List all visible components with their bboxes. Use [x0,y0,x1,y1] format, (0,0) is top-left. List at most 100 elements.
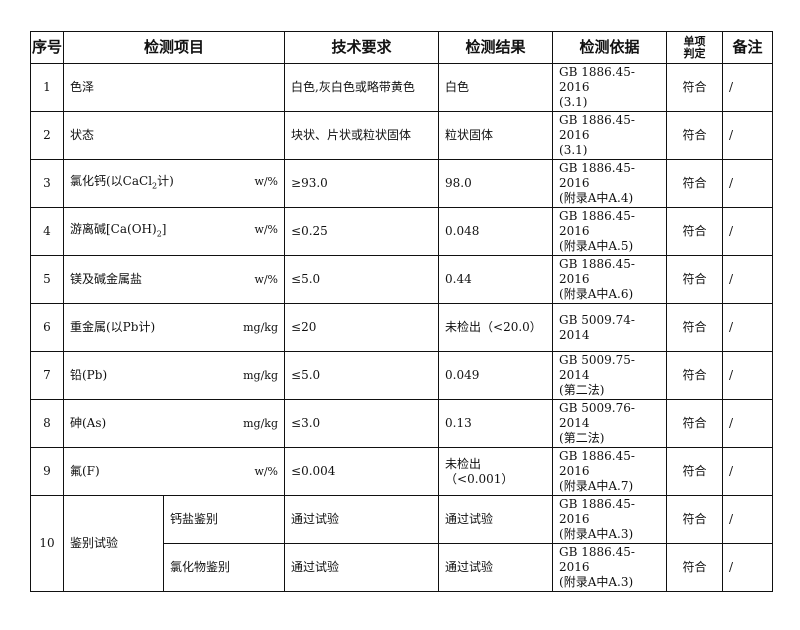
table-row: 5 镁及碱金属盐 w/% ≤5.0 0.44 GB 1886.45-2016 (附录… [30,255,774,304]
item-unit: mg/kg [243,321,279,334]
row-no: 1 [30,63,64,112]
requirement-cell: ≤3.0 [284,399,440,448]
table-row: 氯化物鉴别 通过试验 通过试验 GB 1886.45-2016 (附录A中A.3)… [31,543,774,592]
judgement-cell: 符合 [666,495,724,544]
result-cell: 0.048 [438,207,554,256]
item-name: 状态 [70,128,95,142]
sub-item-cell: 钙盐鉴别 [162,495,286,544]
requirement-cell: 通过试验 [284,543,440,592]
item-name: 游离碱[Ca(OH)2] [70,221,167,239]
requirement-cell: ≤20 [284,303,440,352]
remark-cell: / [722,303,774,352]
header-row: 序号 检测项目 技术要求 检测结果 检测依据 单项 判定 备注 [30,31,774,64]
header-basis: 检测依据 [552,31,668,64]
row-no: 9 [30,447,64,496]
judgement-cell: 符合 [666,255,724,304]
row-no: 5 [30,255,64,304]
requirement-cell: ≥93.0 [284,159,440,208]
basis-cell: GB 1886.45-2016 (附录A中A.3) [552,543,668,592]
judgement-cell: 符合 [666,159,724,208]
table-row: 9 氟(F) w/% ≤0.004 未检出 （<0.001） GB 1886.45-… [30,447,774,496]
remark-cell: / [722,399,774,448]
remark-cell: / [722,207,774,256]
header-judgement: 单项 判定 [666,31,724,64]
result-cell: 0.049 [438,351,554,400]
basis-cell: GB 1886.45-2016 (附录A中A.6) [552,255,668,304]
table-row: 2 状态 块状、片状或粒状固体 粒状固体 GB 1886.45-2016 (3.1… [30,111,774,160]
item-unit: mg/kg [243,417,279,430]
item-name: 砷(As) [70,416,107,430]
item-cell: 氯化钙(以CaCl2计) w/% [62,159,286,208]
remark-cell: / [722,495,774,544]
header-judgement-line2: 判定 [683,46,706,60]
row-no: 2 [30,111,64,160]
basis-cell: GB 5009.74-2014 [552,303,668,352]
judgement-cell: 符合 [666,207,724,256]
table-row: 10 鉴别试验 钙盐鉴别 通过试验 通过试验 GB 1886.45-2016 (附录… [30,495,774,592]
result-cell: 0.13 [438,399,554,448]
item-cell: 砷(As) mg/kg [62,399,286,448]
requirement-cell: ≤5.0 [284,351,440,400]
row-no: 4 [30,207,64,256]
item-unit: w/% [254,174,279,188]
judgement-cell: 符合 [666,399,724,448]
result-cell: 未检出 （<0.001） [438,447,554,496]
judgement-cell: 符合 [666,543,724,592]
table-row: 1 色泽 白色,灰白色或略带黄色 白色 GB 1886.45-2016 (3.1)… [30,63,774,112]
table-row: 3 氯化钙(以CaCl2计) w/% ≥93.0 98.0 GB 1886.45-… [30,159,774,208]
item-cell: 色泽 [62,63,286,112]
item-cell: 游离碱[Ca(OH)2] w/% [62,207,286,256]
remark-cell: / [722,255,774,304]
item-name: 氯化钙(以CaCl2计) [70,173,174,191]
remark-cell: / [722,159,774,208]
table-row: 7 铅(Pb) mg/kg ≤5.0 0.049 GB 5009.75-2014(… [30,351,774,400]
remark-cell: / [722,63,774,112]
header-remark: 备注 [722,31,774,64]
result-cell: 通过试验 [438,495,554,544]
remark-cell: / [722,111,774,160]
header-result: 检测结果 [438,31,554,64]
basis-cell: GB 1886.45-2016 (附录A中A.5) [552,207,668,256]
basis-cell: GB 1886.45-2016 (附录A中A.3) [552,495,668,544]
result-cell: 白色 [438,63,554,112]
remark-cell: / [722,543,774,592]
row-no: 6 [30,303,64,352]
item-unit: w/% [254,465,279,478]
item-name: 铅(Pb) [70,368,108,382]
table-row: 6 重金属(以Pb计) mg/kg ≤20 未检出（<20.0） GB 5009.… [30,303,774,352]
judgement-cell: 符合 [666,111,724,160]
result-cell: 通过试验 [438,543,554,592]
basis-cell: GB 1886.45-2016 (3.1) [552,63,668,112]
test-results-table: 序号 检测项目 技术要求 检测结果 检测依据 单项 判定 备注 1 色泽 白色,灰… [30,31,774,592]
header-item: 检测项目 [62,31,286,64]
item-name: 镁及碱金属盐 [70,272,143,286]
item-cell: 鉴别试验 [63,495,164,592]
basis-cell: GB 1886.45-2016 (附录A中A.7) [552,447,668,496]
row-no: 8 [30,399,64,448]
row-no: 7 [30,351,64,400]
result-cell: 粒状固体 [438,111,554,160]
table-row: 8 砷(As) mg/kg ≤3.0 0.13 GB 5009.76-2014 (第… [30,399,774,448]
judgement-cell: 符合 [666,303,724,352]
requirement-cell: ≤5.0 [284,255,440,304]
judgement-cell: 符合 [666,351,724,400]
basis-cell: GB 5009.75-2014 (第二法) [552,351,668,400]
item-name: 氟(F) [70,464,100,478]
basis-cell: GB 1886.45-2016 (附录A中A.4) [552,159,668,208]
item-cell: 铅(Pb) mg/kg [62,351,286,400]
result-cell: 未检出（<20.0） [438,303,554,352]
item-name: 重金属(以Pb计) [70,320,156,334]
row-no: 3 [30,159,64,208]
requirement-cell: 白色,灰白色或略带黄色 [284,63,440,112]
judgement-cell: 符合 [666,447,724,496]
basis-cell: GB 1886.45-2016 (3.1) [552,111,668,160]
item-cell: 镁及碱金属盐 w/% [62,255,286,304]
item-cell: 状态 [62,111,286,160]
requirement-cell: ≤0.004 [284,447,440,496]
item-name: 色泽 [70,80,95,94]
header-judgement-line1: 单项 [683,34,706,48]
result-cell: 98.0 [438,159,554,208]
requirement-cell: 块状、片状或粒状固体 [284,111,440,160]
item-cell: 重金属(以Pb计) mg/kg [62,303,286,352]
sub-item-cell: 氯化物鉴别 [162,543,286,592]
